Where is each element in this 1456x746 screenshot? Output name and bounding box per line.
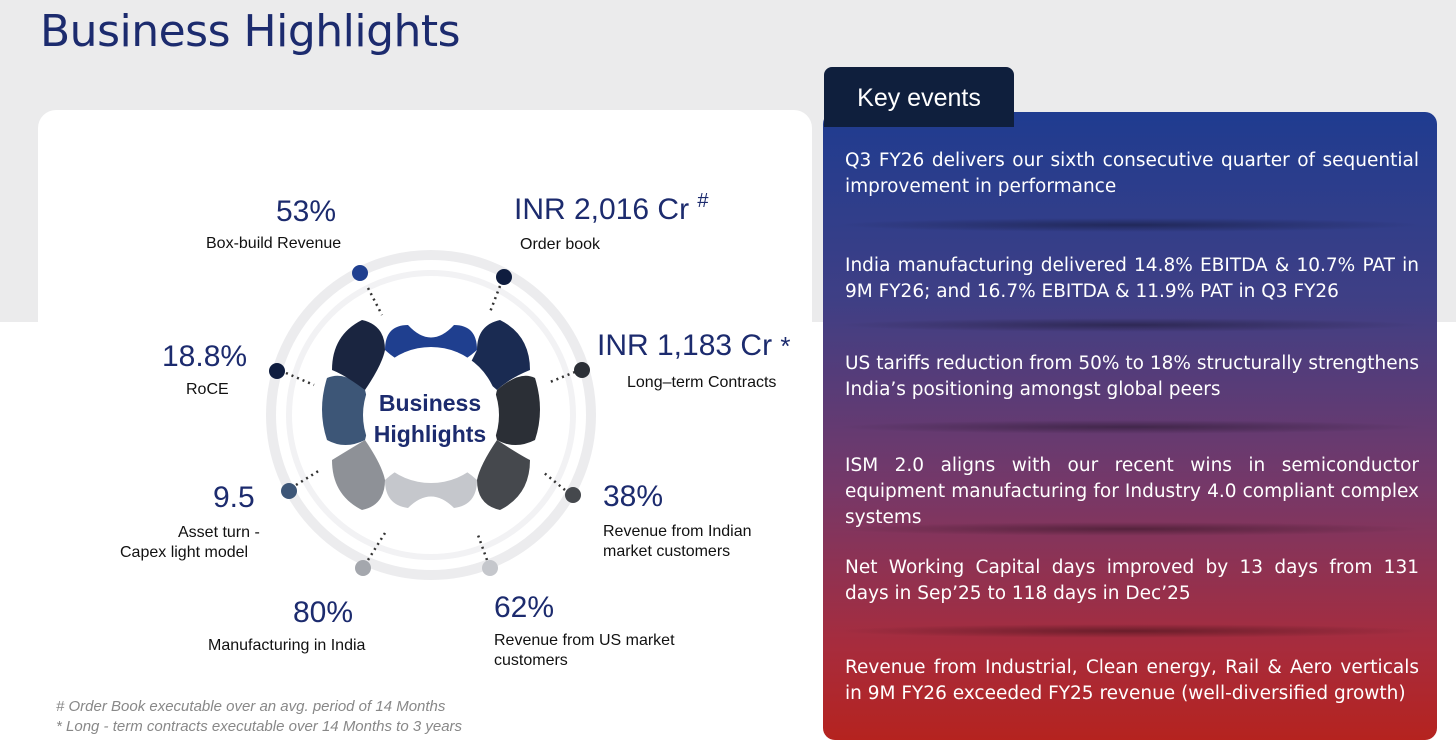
metric-label: Box-build Revenue: [206, 235, 342, 252]
metric-value-text: INR 1,183 Cr: [597, 329, 773, 362]
event-divider: [835, 420, 1425, 434]
petal-top-left: [332, 320, 385, 390]
petal-bottom-right: [477, 440, 530, 510]
metric-manufacturing-india: 80% Manufacturing in India: [208, 598, 408, 656]
key-event-item: India manufacturing delivered 14.8% EBIT…: [845, 255, 1419, 302]
key-event-item: Q3 FY26 delivers our sixth consecutive q…: [845, 150, 1419, 197]
metric-value: 80%: [292, 596, 354, 629]
footnote-order-book: # Order Book executable over an avg. per…: [56, 698, 446, 715]
hub-label: Business Highlights: [355, 388, 505, 450]
metric-label-line1: Asset turn -: [178, 524, 260, 541]
key-event-item: Net Working Capital days improved by 13 …: [845, 557, 1419, 604]
dot-long-term: [574, 362, 590, 378]
connector-box-build: [366, 287, 384, 316]
page-title: Business Highlights: [40, 6, 461, 57]
metric-value: 62%: [494, 591, 555, 624]
key-event-item: ISM 2.0 aligns with our recent wins in s…: [845, 455, 1419, 528]
key-event-item: US tariffs reduction from 50% to 18% str…: [845, 353, 1419, 400]
event-divider: [835, 218, 1425, 232]
key-events-panel: [823, 112, 1437, 740]
metric-label-line2: Capex light model: [120, 544, 249, 561]
connector-long-term: [549, 370, 576, 384]
metric-roce: 18.8% RoCE: [162, 342, 247, 400]
metric-us-revenue: 62% Revenue from US market customers: [494, 593, 675, 671]
metric-label: Order book: [520, 236, 601, 253]
dot-us-revenue: [482, 560, 498, 576]
metric-label: RoCE: [186, 381, 229, 398]
metric-value-text: INR 2,016 Cr: [514, 193, 690, 226]
hub-center: [363, 347, 499, 483]
highlights-wheel: [266, 250, 596, 580]
metric-value: 53%: [275, 195, 337, 228]
petal-left: [322, 375, 369, 445]
connectors: [285, 285, 576, 561]
connector-roce: [285, 371, 315, 387]
hub-label-line2: Highlights: [373, 421, 487, 447]
metric-value: INR 1,183 Cr *: [597, 331, 791, 361]
dot-box-build: [352, 265, 368, 281]
metric-label-line2: customers: [494, 652, 568, 669]
metric-value: 9.5: [213, 481, 255, 514]
metric-long-term-contracts: INR 1,183 Cr * Long–term Contracts: [597, 331, 791, 393]
event-divider: [835, 522, 1425, 536]
metric-footnote-mark: #: [697, 190, 709, 212]
metric-label-line1: Revenue from Indian: [603, 523, 752, 540]
metric-value: 38%: [603, 480, 664, 513]
dot-manufacturing: [355, 560, 371, 576]
hub-label-line1: Business: [378, 390, 482, 416]
footnote-long-term: * Long - term contracts executable over …: [56, 718, 463, 735]
metric-box-build: 53% Box-build Revenue: [206, 197, 406, 254]
key-events-tab: Key events: [824, 67, 1014, 127]
petal-ring: [322, 320, 540, 510]
metric-footnote-mark: *: [780, 331, 791, 361]
metric-label-line1: Revenue from US market: [494, 632, 675, 649]
event-divider: [835, 318, 1425, 332]
key-event-item: Revenue from Industrial, Clean energy, R…: [845, 657, 1419, 704]
dot-indian-revenue: [565, 487, 581, 503]
dot-asset-turn: [281, 483, 297, 499]
metric-label: Manufacturing in India: [208, 637, 366, 654]
petal-right: [493, 375, 540, 445]
outer-ring: [266, 250, 596, 580]
metric-order-book: INR 2,016 Cr # Order book: [514, 191, 709, 255]
metric-value: INR 2,016 Cr #: [514, 191, 709, 226]
connector-us-revenue: [476, 534, 489, 561]
metric-label: Long–term Contracts: [627, 374, 777, 391]
event-divider: [835, 624, 1425, 638]
metric-indian-revenue: 38% Revenue from Indian market customers: [603, 482, 752, 562]
metric-asset-turn: 9.5 Asset turn - Capex light model: [120, 483, 280, 563]
metric-value: 18.8%: [162, 340, 248, 373]
dot-roce: [269, 363, 285, 379]
dot-order-book: [496, 269, 512, 285]
inner-ring: [286, 270, 576, 560]
connector-order-book: [488, 285, 502, 313]
petal-bottom-left: [332, 440, 385, 510]
metric-label-line2: market customers: [603, 543, 731, 560]
